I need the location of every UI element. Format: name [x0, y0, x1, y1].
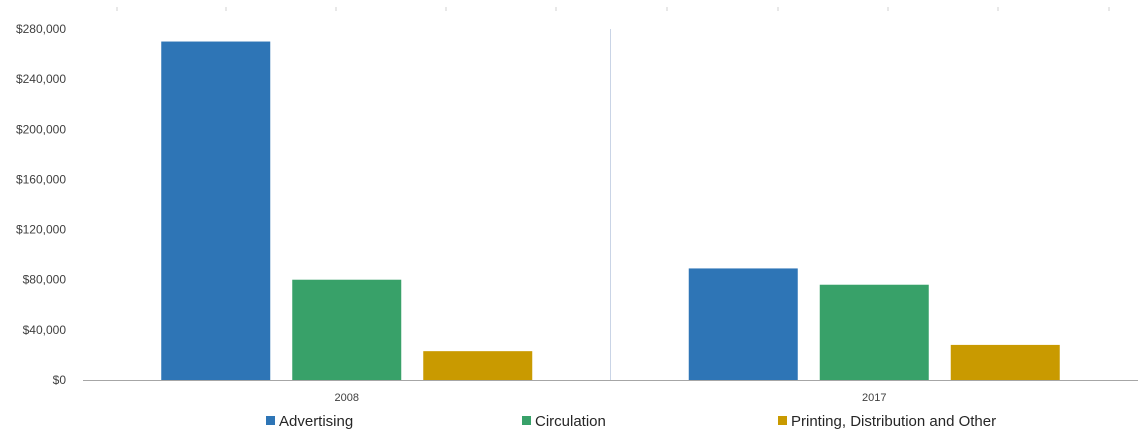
legend-label: Advertising	[279, 413, 353, 430]
top-tick-marks	[116, 7, 1110, 11]
legend-label: Circulation	[535, 413, 606, 430]
legend-swatch	[778, 416, 787, 425]
bar-circulation-2008	[292, 279, 402, 380]
y-tick-label: $40,000	[23, 323, 67, 337]
y-tick-label: $280,000	[16, 22, 66, 36]
bar-printing-distribution-and-other-2008	[423, 351, 533, 380]
x-tick-label: 2017	[862, 392, 886, 404]
legend-swatch	[266, 416, 275, 425]
x-tick-label: 2008	[335, 392, 359, 404]
y-tick-label: $80,000	[23, 273, 67, 287]
bar-advertising-2017	[688, 268, 798, 380]
y-tick-label: $160,000	[16, 172, 66, 186]
bar-advertising-2008	[161, 41, 271, 381]
y-tick-label: $200,000	[16, 122, 66, 136]
y-tick-label: $0	[53, 373, 67, 387]
y-tick-label: $240,000	[16, 72, 66, 86]
legend: Advertising Circulation Printing, Distribu…	[266, 413, 996, 430]
y-tick-label: $120,000	[16, 223, 66, 237]
bar-printing-distribution-and-other-2017	[950, 344, 1060, 380]
legend-label: Printing, Distribution and Other	[791, 413, 996, 430]
plot-area	[161, 29, 1060, 381]
bar-circulation-2017	[819, 284, 929, 380]
y-axis: $0 $40,000 $80,000 $120,000 $160,000 $200,000…	[16, 22, 66, 387]
legend-swatch	[522, 416, 531, 425]
x-axis: 2008 2017	[83, 380, 1138, 404]
